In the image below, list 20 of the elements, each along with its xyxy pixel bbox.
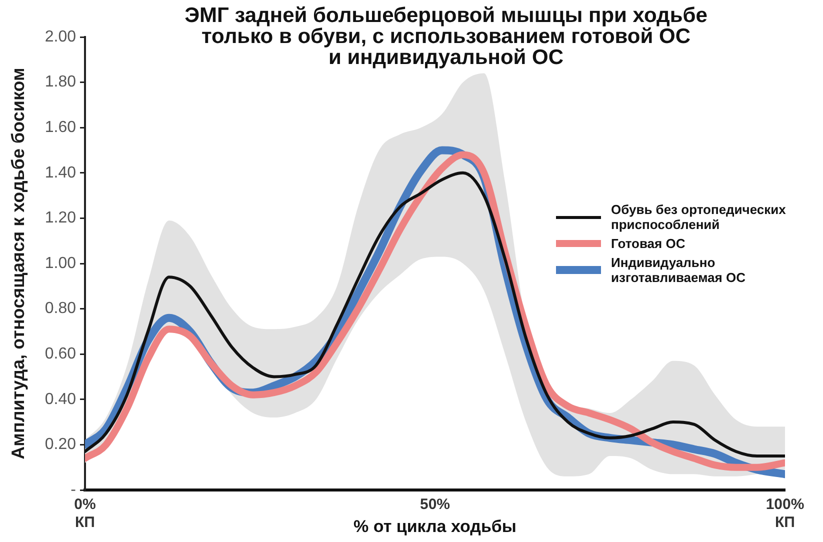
y-tick-label: 1.80 xyxy=(44,74,76,91)
y-tick-label: 1.20 xyxy=(44,210,76,227)
x-axis-title: % от цикла ходьбы xyxy=(354,517,516,536)
y-tick-label: 1.60 xyxy=(44,119,76,136)
y-axis-title: Амплитуда, относящаяся к ходьбе босиком xyxy=(8,68,28,460)
y-tick-label: 0.80 xyxy=(44,300,76,318)
y-tick-label: 0.20 xyxy=(44,436,76,454)
x-tick-label: 50% xyxy=(420,496,450,514)
legend-label: Индивидуально изготавливаемая ОС xyxy=(611,255,746,285)
chart-title: ЭМГ задней большеберцовой мышцы при ходьбе только в обуви, с использованием готовой ОС и индивидуальной ОС xyxy=(184,4,708,69)
legend-label: Обувь без ортопедических приспособлений xyxy=(611,202,787,232)
y-tick-label: 0.40 xyxy=(44,390,76,408)
y-tick-label: 0.60 xyxy=(44,346,76,363)
legend-label: Готовая ОС xyxy=(611,236,686,251)
x-tick-label: 100% КП xyxy=(766,496,804,532)
y-tick-label: - xyxy=(70,481,76,498)
y-tick-label: 1.40 xyxy=(44,164,76,182)
y-tick-label: 2.00 xyxy=(44,28,76,46)
x-tick-label: 0% КП xyxy=(74,496,96,532)
y-tick-label: 1.00 xyxy=(44,254,76,272)
